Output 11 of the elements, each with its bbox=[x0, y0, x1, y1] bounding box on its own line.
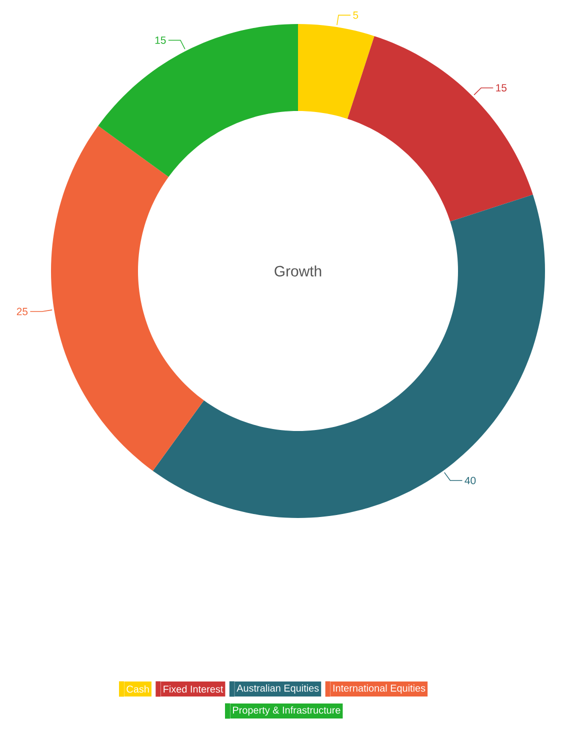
text: Growth bbox=[274, 266, 322, 276]
legend-label: Australian Equities bbox=[236, 684, 319, 694]
legend-label: Cash bbox=[126, 685, 149, 693]
legend-label: Fixed Interest bbox=[164, 685, 224, 693]
legend-label: International Equities bbox=[333, 684, 426, 694]
data-label: 40 bbox=[464, 476, 476, 484]
data-label: 5 bbox=[353, 12, 358, 19]
legend-label: Property & Infrastructure bbox=[233, 706, 340, 716]
data-label: 15 bbox=[496, 84, 507, 92]
data-label: 25 bbox=[16, 308, 28, 316]
data-label: 15 bbox=[155, 36, 166, 44]
